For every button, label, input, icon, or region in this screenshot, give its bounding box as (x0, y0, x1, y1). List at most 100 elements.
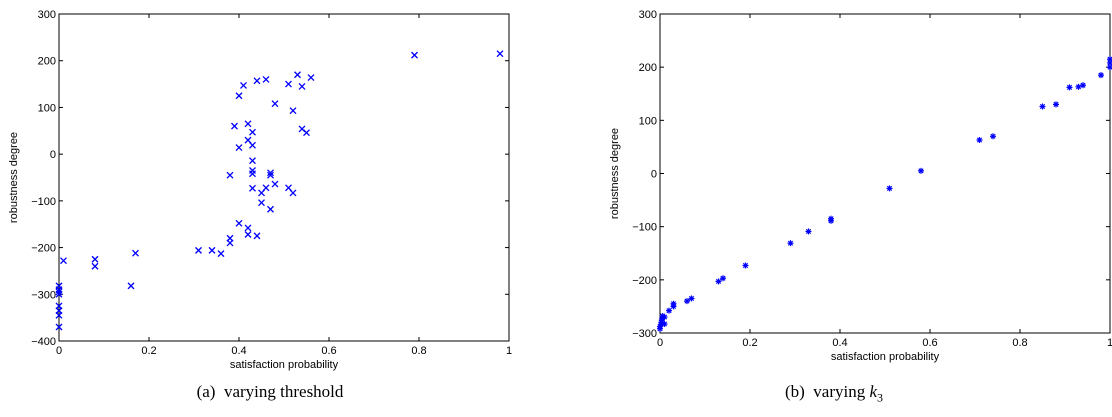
caption-b: (b) varying k3 (556, 382, 1112, 405)
data-point (661, 320, 668, 327)
x-tick-label: 0.8 (411, 345, 426, 357)
y-tick-label: 300 (38, 9, 56, 21)
data-point (231, 122, 238, 130)
data-point (666, 307, 672, 314)
plot-frame (58, 13, 510, 342)
data-point (294, 71, 301, 79)
x-tick-label: 1 (506, 345, 512, 357)
data-point (249, 184, 256, 192)
data-point (91, 262, 99, 270)
data-point (262, 75, 270, 83)
data-point (285, 80, 292, 88)
data-point (990, 133, 996, 140)
caption-b-text: varying (813, 382, 870, 401)
plot-frame (659, 13, 1111, 334)
data-point (289, 107, 297, 115)
caption-a-text: varying threshold (223, 382, 344, 401)
data-point (670, 300, 677, 307)
x-axis-label: satisfaction probability (230, 359, 339, 371)
x-axis-label: satisfaction probability (831, 351, 940, 363)
y-tick-label: 100 (38, 102, 56, 114)
y-tick-label: −100 (31, 196, 56, 208)
x-tick-label: 0.8 (1012, 337, 1027, 349)
data-point (226, 171, 234, 179)
data-point (1053, 101, 1059, 108)
data-point (1066, 84, 1073, 91)
data-point (289, 189, 297, 197)
caption-b-subscript: 3 (877, 390, 884, 405)
data-point (244, 231, 252, 238)
chart-a: 0 0.2 0.4 0.6 0.8 1 −400 −300 −200 −100 0 100 200 300… (0, 0, 540, 417)
y-tick-label: −400 (31, 336, 56, 348)
x-tick-label: 0 (657, 337, 663, 349)
data-point (226, 234, 234, 242)
data-point (127, 282, 135, 290)
data-point (267, 171, 274, 179)
y-axis-label: robustness degree (609, 128, 621, 219)
data-point (55, 302, 63, 310)
x-tick-label: 0.2 (141, 345, 156, 357)
data-point (1098, 72, 1104, 79)
y-tick-label: 200 (639, 62, 657, 74)
data-point (715, 278, 722, 285)
data-point (249, 141, 256, 149)
data-point (886, 185, 893, 192)
y-tick-label: −300 (31, 289, 56, 301)
caption-a: (a) varying threshold (0, 382, 540, 402)
data-point (195, 246, 202, 254)
data-point (208, 246, 216, 254)
data-point (132, 249, 139, 257)
data-point (303, 129, 310, 137)
data-point (298, 82, 306, 90)
data-point (235, 144, 243, 152)
data-point (787, 240, 794, 247)
y-tick-label: 200 (38, 56, 56, 68)
data-point (249, 157, 256, 165)
data-point (742, 262, 749, 269)
data-point (91, 255, 99, 263)
data-point (258, 199, 265, 207)
data-point (55, 323, 63, 331)
data-point (267, 205, 274, 213)
x-tick-label: 0.2 (742, 337, 757, 349)
data-point (271, 100, 279, 108)
data-point (661, 314, 668, 321)
x-tick-label: 0 (56, 345, 62, 357)
data-point (240, 82, 247, 89)
data-point (307, 74, 315, 81)
data-point (244, 224, 252, 232)
data-point (262, 184, 270, 192)
y-tick-label: 100 (639, 115, 657, 127)
caption-b-prefix: (b) (784, 382, 805, 401)
data-point (411, 51, 418, 59)
y-tick-label: −100 (632, 222, 657, 234)
x-tick-label: 1 (1107, 337, 1112, 349)
x-tick-label: 0.6 (922, 337, 937, 349)
data-point (688, 295, 695, 302)
data-point (918, 167, 924, 174)
data-point (249, 128, 256, 136)
caption-b-variable: k (869, 382, 878, 401)
caption-a-prefix: (a) (196, 382, 216, 401)
y-tick-label: −300 (632, 328, 657, 340)
data-point (267, 169, 274, 177)
x-tick-label: 0.4 (832, 337, 847, 349)
data-point (253, 232, 261, 240)
x-tick-label: 0.6 (321, 345, 336, 357)
data-point (684, 298, 690, 305)
data-point (976, 137, 983, 144)
data-point (244, 120, 252, 128)
data-point (217, 250, 225, 258)
y-tick-label: −200 (632, 275, 657, 287)
y-tick-label: 300 (639, 9, 657, 21)
x-tick-label: 0.4 (231, 345, 246, 357)
data-point (720, 275, 726, 282)
y-axis-label: robustness degree (8, 132, 20, 223)
data-point (496, 50, 504, 58)
data-point (1075, 83, 1082, 90)
data-point (249, 167, 256, 174)
data-point (249, 170, 256, 178)
data-point (1107, 56, 1112, 63)
data-point (271, 180, 279, 188)
data-point (253, 77, 261, 85)
